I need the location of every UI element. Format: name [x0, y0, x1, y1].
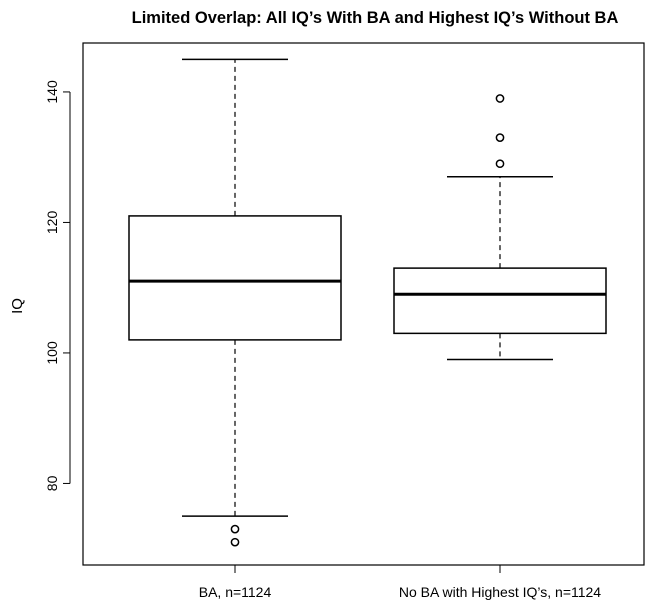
x-axis: BA, n=1124 No BA with Highest IQ’s, n=112… [199, 564, 601, 600]
y-tick-label: 140 [44, 80, 60, 104]
outlier-point [495, 94, 505, 103]
boxes [128, 58, 607, 547]
box-group [393, 94, 607, 361]
outlier-point [230, 524, 240, 534]
box-group [128, 58, 342, 547]
y-axis: 80 100 120 140 [44, 80, 71, 491]
y-tick-label: 100 [44, 341, 60, 365]
y-tick-label: 80 [44, 475, 60, 491]
outlier-point [495, 133, 505, 142]
chart-title: Limited Overlap: All IQ’s With BA and Hi… [132, 9, 619, 27]
x-tick-label: BA, n=1124 [199, 584, 272, 600]
outlier-point [495, 159, 505, 169]
y-axis-label: IQ [9, 298, 26, 314]
y-tick-label: 120 [44, 211, 60, 235]
x-tick-label: No BA with Highest IQ’s, n=1124 [399, 584, 601, 600]
outlier-point [230, 537, 240, 547]
iqr-box [128, 215, 342, 341]
iqr-box [393, 267, 607, 335]
